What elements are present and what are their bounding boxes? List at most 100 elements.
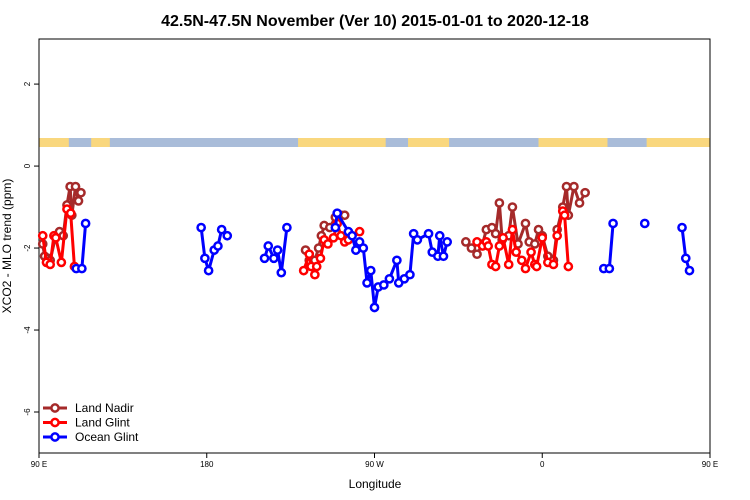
- data-point: [45, 259, 56, 270]
- data-point: [384, 273, 395, 284]
- data-point: [511, 247, 522, 257]
- data-point: [362, 278, 372, 288]
- plot-frame: [38, 38, 711, 454]
- data-point: [269, 253, 279, 264]
- data-point: [354, 226, 365, 237]
- data-point: [200, 253, 210, 264]
- legend-label: Land Nadir: [75, 401, 134, 415]
- land-band: [538, 138, 608, 147]
- data-point: [494, 241, 505, 251]
- data-point: [604, 263, 615, 274]
- legend-marker: [50, 403, 60, 413]
- data-point: [526, 247, 536, 257]
- series-layer: [37, 181, 695, 313]
- y-tick-label: 0: [23, 163, 32, 168]
- series-line: [76, 223, 88, 271]
- legend-item: Land Glint: [43, 416, 130, 430]
- data-point: [196, 222, 207, 233]
- data-point: [272, 245, 283, 255]
- data-point: [65, 208, 76, 219]
- data-point: [80, 218, 91, 229]
- data-point: [563, 261, 574, 272]
- data-point: [561, 181, 572, 192]
- legend-item: Ocean Glint: [43, 430, 139, 444]
- data-point: [315, 253, 326, 264]
- data-point: [466, 243, 477, 253]
- series-line: [333, 211, 449, 309]
- y-axis: 2 0 -2 -4 -6: [23, 81, 39, 416]
- y-tick-label: -6: [23, 408, 32, 416]
- data-point: [503, 259, 514, 270]
- y-tick-label: -4: [23, 326, 32, 334]
- data-point: [507, 224, 518, 235]
- x-tick-label: 0: [540, 460, 545, 469]
- legend-marker: [50, 432, 60, 442]
- data-point: [548, 259, 559, 270]
- data-point: [50, 232, 61, 243]
- data-point: [423, 228, 434, 239]
- data-point: [537, 232, 548, 243]
- legend-marker: [50, 417, 60, 428]
- data-point: [298, 265, 309, 276]
- data-point: [311, 261, 322, 272]
- data-point: [310, 269, 320, 280]
- data-point: [73, 196, 84, 206]
- data-point: [365, 265, 376, 276]
- data-point: [358, 243, 369, 253]
- data-point: [216, 224, 227, 235]
- data-point: [351, 245, 361, 255]
- data-point: [282, 222, 292, 233]
- data-point: [378, 280, 389, 290]
- data-point: [332, 208, 343, 219]
- data-point: [498, 232, 508, 243]
- land-mask-strip: [39, 138, 710, 147]
- data-point: [559, 210, 570, 221]
- data-point: [405, 269, 415, 280]
- y-axis-label: XCO2 - MLO trend (ppm): [0, 179, 14, 314]
- data-point: [507, 202, 518, 212]
- data-point: [520, 218, 531, 229]
- legend-item: Land Nadir: [43, 401, 134, 415]
- land-band: [298, 138, 386, 147]
- data-point: [76, 187, 86, 198]
- data-point: [472, 249, 482, 260]
- land-band: [91, 138, 110, 147]
- data-point: [684, 265, 695, 276]
- legend-label: Land Glint: [75, 416, 130, 430]
- data-point: [516, 255, 527, 266]
- data-point: [494, 198, 505, 208]
- data-point: [347, 230, 357, 241]
- data-point: [323, 239, 333, 249]
- data-point: [460, 237, 471, 247]
- data-point: [677, 222, 687, 233]
- series-line: [603, 223, 615, 271]
- x-tick-label: 180: [200, 460, 214, 469]
- x-tick-label: 90 E: [702, 460, 718, 469]
- data-point: [259, 253, 270, 264]
- data-point: [77, 263, 87, 274]
- x-axis: 90 E 180 90 W 0 90 E: [31, 453, 718, 469]
- land-band: [39, 138, 69, 147]
- data-point: [37, 230, 48, 241]
- data-point: [203, 265, 214, 276]
- data-point: [529, 239, 540, 249]
- y-tick-label: -2: [23, 244, 32, 252]
- data-point: [552, 230, 563, 241]
- chart-title: 42.5N-47.5N November (Ver 10) 2015-01-01…: [161, 13, 589, 30]
- data-point: [580, 187, 590, 198]
- data-point: [263, 241, 274, 251]
- data-point: [56, 257, 67, 268]
- data-point: [490, 261, 501, 272]
- data-point: [276, 267, 287, 278]
- data-point: [520, 263, 531, 274]
- data-point: [434, 230, 445, 241]
- data-point: [680, 253, 691, 264]
- x-axis-label: Longitude: [349, 477, 402, 491]
- data-point: [339, 210, 350, 221]
- y-tick-label: 2: [23, 81, 32, 86]
- data-point: [369, 302, 380, 313]
- series-land-glint: [37, 204, 574, 280]
- data-point: [442, 237, 453, 247]
